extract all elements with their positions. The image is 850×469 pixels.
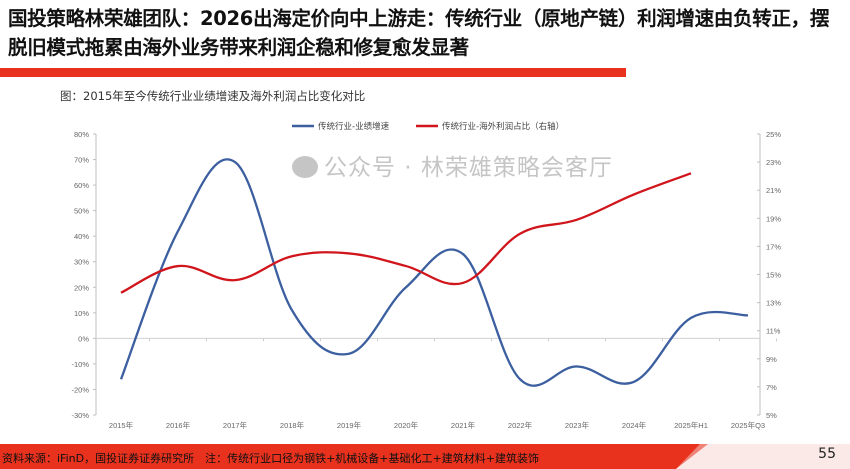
- legend-label: 传统行业-海外利润占比（右轴）: [442, 121, 564, 132]
- x-tick-label: 2018年: [280, 420, 305, 430]
- page-number: 55: [818, 446, 836, 462]
- watermark: 公众号 · 林荣雄策略会客厅: [292, 148, 613, 182]
- right-tick-label: 25%: [766, 130, 781, 139]
- x-tick-label: 2025年Q3: [731, 420, 765, 430]
- right-tick-label: 11%: [766, 327, 781, 336]
- x-tick-label: 2025年H1: [674, 420, 708, 430]
- series-line-1: [119, 158, 749, 387]
- right-tick-label: 19%: [766, 214, 781, 223]
- left-tick-label: 60%: [74, 181, 89, 190]
- series-line-2: [120, 172, 692, 294]
- right-tick-label: 23%: [766, 158, 781, 167]
- wechat-icon: [292, 156, 318, 178]
- x-tick-label: 2017年: [223, 420, 248, 430]
- right-tick-label: 13%: [766, 299, 781, 308]
- right-tick-label: 7%: [766, 383, 777, 392]
- x-tick-label: 2016年: [166, 420, 191, 430]
- legend-label: 传统行业-业绩增速: [318, 121, 390, 132]
- x-tick-label: 2019年: [337, 420, 362, 430]
- right-tick-label: 21%: [766, 186, 781, 195]
- x-tick-label: 2020年: [394, 420, 419, 430]
- footer: 资料来源：iFinD，国投证券证券研究所 注：传统行业口径为钢铁+机械设备+基础…: [0, 444, 850, 469]
- left-tick-label: 50%: [74, 207, 89, 216]
- left-tick-label: 0%: [78, 334, 89, 343]
- left-tick-label: -20%: [71, 385, 89, 394]
- right-tick-label: 9%: [766, 355, 777, 364]
- left-tick-label: 70%: [74, 156, 89, 165]
- left-tick-label: -30%: [71, 411, 89, 420]
- left-tick-label: 10%: [74, 309, 89, 318]
- left-tick-label: 30%: [74, 258, 89, 267]
- left-tick-label: -10%: [71, 360, 89, 369]
- footer-band: [0, 444, 850, 469]
- left-tick-label: 40%: [74, 232, 89, 241]
- watermark-text: 公众号 · 林荣雄策略会客厅: [324, 155, 613, 181]
- right-tick-label: 5%: [766, 411, 777, 420]
- source-note: 资料来源：iFinD，国投证券证券研究所 注：传统行业口径为钢铁+机械设备+基础…: [2, 452, 539, 465]
- left-tick-label: 80%: [74, 130, 89, 139]
- x-tick-label: 2023年: [565, 420, 590, 430]
- slide-title: 国投策略林荣雄团队：2026出海定价向中上游走：传统行业（原地产链）利润增速由负…: [8, 7, 830, 59]
- x-tick-label: 2022年: [508, 420, 533, 430]
- figure-caption: 图：2015年至今传统行业业绩增速及海外利润占比变化对比: [60, 89, 366, 103]
- x-tick-label: 2015年: [109, 420, 134, 430]
- title-accent-bar: [0, 68, 626, 77]
- left-tick-label: 20%: [74, 283, 89, 292]
- right-tick-label: 17%: [766, 242, 781, 251]
- right-tick-label: 15%: [766, 271, 781, 280]
- x-tick-label: 2021年: [451, 420, 476, 430]
- x-tick-label: 2024年: [622, 420, 647, 430]
